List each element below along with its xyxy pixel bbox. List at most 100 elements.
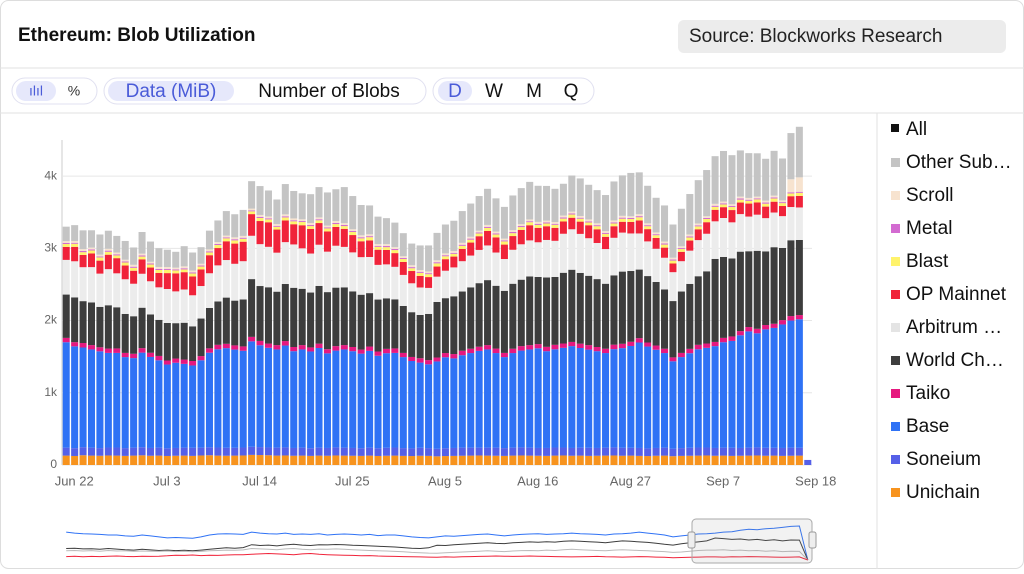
bar-segment (492, 285, 500, 349)
bar-segment (500, 448, 508, 456)
bar-segment (281, 341, 289, 346)
bar-segment (87, 247, 96, 250)
bar-segment (248, 211, 256, 215)
bar-segment (172, 447, 180, 456)
bar-segment (239, 209, 247, 236)
legend-label[interactable]: Scroll (906, 185, 954, 206)
legend-swatch[interactable] (891, 191, 900, 200)
legend-swatch[interactable] (891, 356, 900, 365)
bar-segment (408, 283, 416, 313)
legend-swatch[interactable] (891, 422, 900, 431)
bar-segment (433, 260, 441, 263)
legend-swatch[interactable] (891, 323, 900, 332)
bar-segment (231, 455, 239, 465)
bar-segment (273, 447, 281, 456)
bar-segment (618, 175, 626, 216)
legend-label[interactable]: Other Sub… (906, 152, 1012, 173)
bar-segment (576, 348, 584, 448)
legend-label[interactable]: Metal (906, 218, 952, 239)
bar-segment (568, 447, 576, 456)
period-q[interactable]: Q (564, 81, 579, 102)
bar-segment (298, 225, 306, 249)
bar-segment (71, 342, 79, 347)
period-d[interactable]: D (448, 81, 462, 102)
percent-button[interactable]: % (68, 83, 80, 99)
bar-segment (155, 270, 163, 273)
mode-blobs[interactable]: Number of Blobs (258, 81, 400, 102)
bar-segment (416, 447, 424, 456)
bar-segment (526, 240, 534, 277)
bar-segment (517, 188, 525, 225)
bar-segment (433, 263, 441, 267)
period-m[interactable]: M (526, 81, 542, 102)
bar-segment (686, 447, 694, 456)
bar-segment (163, 268, 171, 270)
legend-label[interactable]: Arbitrum … (906, 317, 1002, 338)
bar-segment (87, 250, 96, 254)
bar-segment (711, 203, 719, 206)
bar-segment (618, 348, 626, 448)
bar-segment (559, 447, 567, 456)
legend-swatch[interactable] (891, 124, 899, 132)
bar-segment (568, 175, 576, 212)
navigator-window[interactable] (691, 518, 813, 564)
bar-segment (441, 298, 449, 354)
bar-segment (239, 447, 247, 456)
legend-label[interactable]: All (906, 119, 927, 140)
bar-segment (222, 235, 230, 238)
legend-swatch[interactable] (891, 158, 900, 167)
legend-label[interactable]: Taiko (906, 383, 950, 404)
period-w[interactable]: W (485, 81, 503, 102)
bar-segment (736, 214, 744, 252)
legend-label[interactable]: OP Mainnet (906, 284, 1007, 305)
bar-segment (703, 170, 711, 217)
legend-label[interactable]: Base (906, 416, 949, 437)
bar-segment (374, 216, 382, 245)
bar-segment (172, 269, 180, 271)
legend-label[interactable]: Blast (906, 251, 949, 272)
period-active[interactable] (438, 81, 472, 101)
bar-segment (551, 447, 559, 456)
bar-segment (172, 251, 180, 268)
legend-label[interactable]: Unichain (906, 482, 980, 503)
legend-swatch[interactable] (891, 224, 900, 233)
bar-segment (290, 447, 298, 456)
legend-label[interactable]: World Ch… (906, 350, 1004, 371)
bars-icon[interactable]: ılıl (29, 83, 43, 99)
bar-segment (332, 245, 340, 288)
legend-swatch[interactable] (891, 257, 900, 266)
bar-segment (391, 253, 399, 267)
bar-segment (778, 158, 787, 201)
mode-data[interactable]: Data (MiB) (126, 81, 217, 102)
navigator-handle[interactable] (687, 531, 696, 549)
legend-swatch[interactable] (891, 455, 900, 464)
bar-segment (500, 244, 508, 260)
bars-button[interactable] (16, 81, 56, 101)
mode-active[interactable] (108, 81, 234, 101)
bar-segment (677, 357, 685, 449)
bar-segment (399, 455, 407, 465)
bar-segment (720, 447, 728, 456)
bar-segment (534, 348, 542, 448)
bar-segment (652, 232, 660, 235)
navigator-handle[interactable] (808, 531, 817, 549)
bar-segment (248, 208, 256, 211)
bar-segment (281, 216, 289, 218)
bar-segment (517, 455, 525, 465)
legend-label[interactable]: Soneium (906, 449, 981, 470)
legend-swatch[interactable] (891, 290, 900, 299)
legend-swatch[interactable] (891, 488, 900, 497)
bar-segment (298, 248, 306, 289)
bar-segment (526, 276, 534, 346)
bar-segment (222, 343, 230, 349)
bar-segment (340, 226, 348, 229)
bar-segment (509, 353, 517, 448)
bar-segment (349, 196, 357, 230)
legend-swatch[interactable] (891, 389, 900, 398)
bar-segment (441, 256, 449, 260)
bar-segment (484, 226, 492, 228)
bar-segment (307, 448, 315, 456)
bar-segment (644, 225, 652, 227)
bar-segment (484, 224, 492, 227)
bar-segment (231, 214, 239, 238)
